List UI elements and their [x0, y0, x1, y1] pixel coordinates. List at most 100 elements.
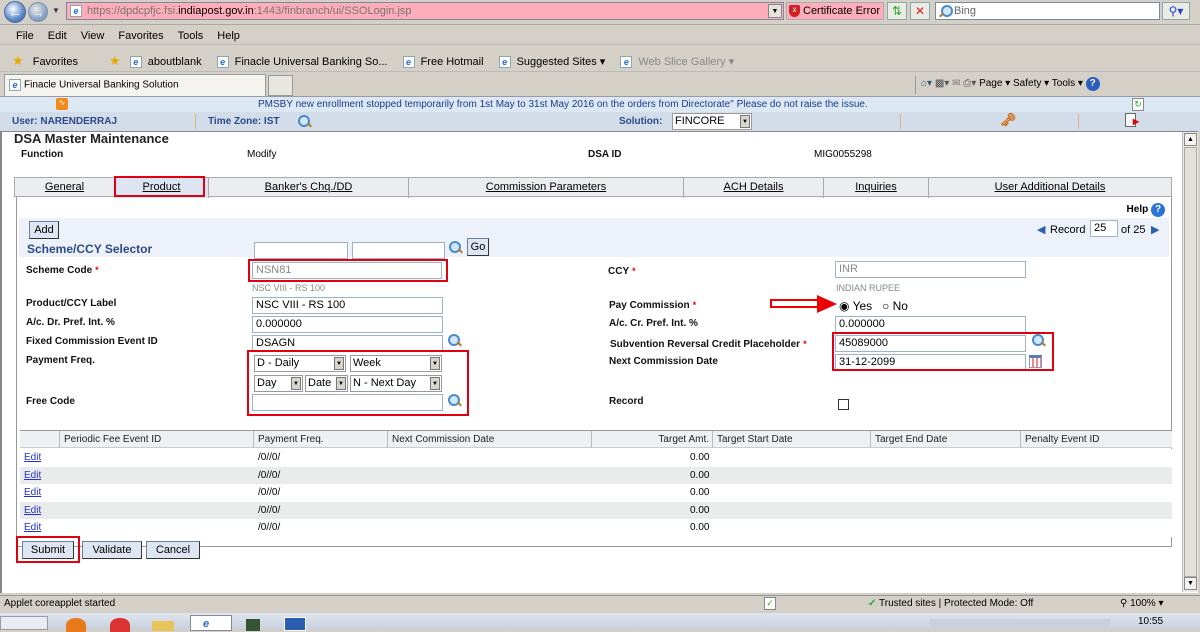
menu-help[interactable]: Help	[217, 30, 240, 42]
subvention-input[interactable]: 45089000	[835, 335, 1026, 352]
frequency-day-select[interactable]: Day ▼	[254, 375, 303, 392]
cancel-button[interactable]: Cancel	[146, 541, 200, 559]
menu-tools[interactable]: Tools	[177, 30, 204, 42]
change-password-key-icon[interactable]: 🗝	[1000, 112, 1017, 127]
chrome-icon[interactable]	[110, 618, 130, 632]
next-record-icon[interactable]: ▶	[1151, 224, 1160, 236]
favorite-finacle[interactable]: e Finacle Universal Banking So...	[216, 56, 394, 69]
search-button[interactable]: ⚲▾	[1162, 2, 1190, 20]
tools-menu[interactable]: Tools ▾	[1051, 78, 1083, 89]
holiday-option-select[interactable]: N - Next Day ▼	[350, 375, 442, 392]
print-icon[interactable]: ⎙▾	[963, 78, 977, 89]
tab-inquiries[interactable]: Inquiries	[824, 178, 929, 198]
add-favorite-icon[interactable]: ★	[109, 53, 121, 68]
validate-button[interactable]: Validate	[82, 541, 142, 559]
selector-scheme-input[interactable]	[254, 242, 348, 259]
search-icon[interactable]	[1032, 334, 1046, 348]
scroll-down-button[interactable]: ▼	[1184, 577, 1197, 590]
search-icon[interactable]	[449, 241, 463, 255]
address-bar[interactable]: https://dpdcpfjc.fsi.indiapost.gov.in:14…	[66, 2, 784, 20]
new-tab-button[interactable]	[268, 75, 293, 96]
tab-ach-details[interactable]: ACH Details	[684, 178, 824, 198]
edit-link[interactable]: Edit	[24, 469, 42, 481]
firefox-icon[interactable]	[66, 618, 86, 632]
radio-unchecked-icon: ○	[882, 299, 890, 313]
frequency-week-select[interactable]: Week ▼	[350, 355, 442, 372]
favorite-web-slice-gallery[interactable]: e Web Slice Gallery ▾	[620, 56, 740, 69]
search-icon[interactable]	[298, 115, 312, 129]
word-icon[interactable]	[284, 617, 306, 631]
selector-ccy-input[interactable]	[352, 242, 445, 259]
edit-link[interactable]: Edit	[24, 452, 42, 463]
calendar-icon[interactable]	[1029, 355, 1042, 368]
help-icon[interactable]: ?	[1085, 77, 1100, 91]
tab-bankers-chq[interactable]: Banker's Chq./DD	[209, 178, 409, 198]
cr-pref-input[interactable]: 0.000000	[835, 316, 1026, 333]
favorites-button[interactable]: ★ Favorites	[12, 53, 78, 68]
record-number-input[interactable]: 25	[1090, 220, 1118, 237]
refresh-icon[interactable]: ↻	[1132, 98, 1144, 111]
stop-button[interactable]: ✕	[910, 2, 930, 20]
edit-link[interactable]: Edit	[24, 522, 42, 533]
search-icon[interactable]	[448, 394, 462, 408]
add-button[interactable]: Add	[29, 221, 59, 239]
search-icon[interactable]	[448, 334, 462, 348]
shield-error-icon: x	[789, 5, 800, 17]
ccy-input[interactable]: INR	[835, 261, 1026, 278]
ie-taskbar-icon[interactable]: e	[190, 615, 232, 631]
page-menu[interactable]: Page ▾	[979, 78, 1011, 89]
history-dropdown-icon[interactable]: ▼	[52, 6, 60, 15]
frequency-type-select[interactable]: D - Daily ▼	[254, 355, 346, 372]
scheme-code-input[interactable]: NSN81	[252, 262, 442, 279]
favorite-aboutblank[interactable]: e aboutblank	[129, 56, 208, 69]
scroll-up-button[interactable]: ▲	[1184, 133, 1197, 146]
edit-link[interactable]: Edit	[24, 504, 42, 516]
forward-button[interactable]: →	[28, 2, 48, 22]
tab-user-additional-details[interactable]: User Additional Details	[994, 181, 1106, 193]
go-button[interactable]: Go	[467, 238, 489, 256]
edit-link[interactable]: Edit	[24, 487, 42, 498]
help-link[interactable]: Help ?	[1127, 203, 1165, 217]
logout-icon[interactable]: ▶	[1125, 113, 1139, 127]
app-icon[interactable]	[246, 619, 260, 631]
browser-tab[interactable]: e Finacle Universal Banking Solution	[4, 74, 266, 96]
menu-view[interactable]: View	[80, 30, 105, 42]
record-checkbox[interactable]	[838, 399, 849, 410]
folder-icon[interactable]	[152, 621, 174, 631]
tab-general[interactable]: General	[15, 178, 115, 198]
column-header-target-amt: Target Amt.	[592, 431, 713, 448]
solution-label: Solution:	[619, 116, 663, 127]
pay-commission-yes-radio[interactable]: ◉ Yes	[839, 299, 873, 313]
address-dropdown-button[interactable]: ▼	[768, 4, 782, 18]
zoom-level[interactable]: ⚲ 100% ▾	[1120, 598, 1164, 609]
scroll-thumb[interactable]	[1184, 147, 1197, 577]
security-zone[interactable]: ✓ Trusted sites | Protected Mode: Off	[868, 598, 1034, 609]
start-button[interactable]	[0, 616, 48, 630]
favorite-suggested-sites[interactable]: e Suggested Sites ▾	[498, 56, 612, 69]
menu-favorites[interactable]: Favorites	[118, 30, 164, 42]
certificate-error-button[interactable]: x Certificate Error	[786, 2, 884, 20]
back-button[interactable]: ←	[4, 1, 26, 23]
mail-icon[interactable]: ✉	[952, 78, 961, 89]
tab-commission-parameters[interactable]: Commission Parameters	[409, 178, 684, 198]
previous-record-icon[interactable]: ◀	[1037, 224, 1046, 236]
pay-commission-no-radio[interactable]: ○ No	[882, 299, 908, 313]
feeds-icon[interactable]: ▩▾	[934, 78, 950, 89]
search-input[interactable]: Bing	[935, 2, 1160, 20]
home-icon[interactable]: ⌂▾	[921, 78, 933, 89]
safety-menu[interactable]: Safety ▾	[1013, 78, 1050, 89]
refresh-button[interactable]: ⇅	[887, 2, 907, 20]
timezone: Time Zone: IST	[208, 116, 280, 127]
tab-product[interactable]: Product	[115, 178, 209, 198]
menu-file[interactable]: File	[16, 30, 34, 42]
free-code-input[interactable]	[252, 394, 443, 411]
vertical-scrollbar[interactable]: ▲ ▼	[1182, 132, 1198, 592]
dr-pref-input[interactable]: 0.000000	[252, 316, 443, 333]
frequency-date-select[interactable]: Date ▼	[305, 375, 348, 392]
favorite-hotmail[interactable]: e Free Hotmail	[402, 56, 490, 69]
solution-select[interactable]: FINCORE ▼	[672, 113, 752, 130]
menu-edit[interactable]: Edit	[47, 30, 67, 42]
product-label-input[interactable]: NSC VIII - RS 100	[252, 297, 443, 314]
submit-button[interactable]: Submit	[22, 541, 74, 559]
rss-icon[interactable]: ∿	[56, 98, 68, 110]
